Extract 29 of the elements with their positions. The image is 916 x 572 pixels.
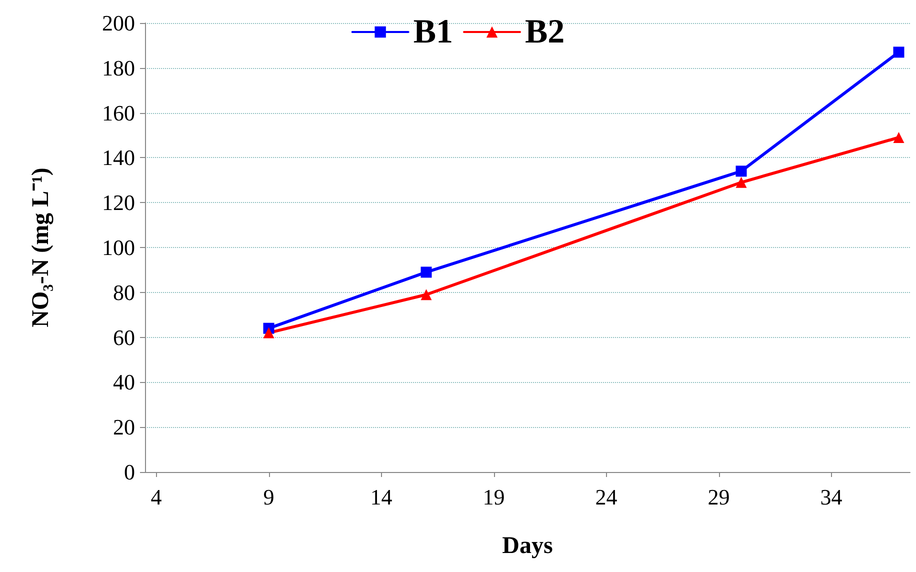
x-tick-label: 4 — [150, 484, 162, 510]
x-tick-label: 24 — [595, 484, 618, 510]
point — [736, 176, 747, 188]
y-tick-label: 100 — [102, 235, 135, 260]
y-tick-label: 20 — [113, 414, 135, 440]
x-tick-label: 9 — [263, 484, 274, 510]
x-tick-label: 29 — [708, 484, 730, 510]
y-axis-title: NO₃-N (mg L⁻¹) — [28, 168, 54, 328]
legend-label: B1 — [413, 14, 454, 50]
point — [420, 289, 432, 300]
y-tick-label: 160 — [102, 100, 135, 126]
x-tick-label: 34 — [820, 484, 842, 510]
y-tick-label: 80 — [113, 280, 135, 305]
y-tick-label: 140 — [102, 145, 135, 170]
x-axis-title: Days — [502, 533, 553, 559]
y-tick-label: 40 — [113, 370, 135, 395]
y-tick-label: 120 — [102, 190, 135, 216]
point — [263, 327, 274, 338]
legend-label: B2 — [525, 14, 565, 50]
x-tick-label: 19 — [482, 484, 505, 510]
point — [893, 46, 904, 58]
point — [420, 266, 432, 278]
point — [736, 166, 747, 177]
y-tick-label: 0 — [124, 460, 135, 484]
x-tick-label: 14 — [370, 484, 392, 510]
y-tick-label: 200 — [102, 10, 135, 36]
y-tick-label: 180 — [102, 55, 135, 80]
point — [893, 132, 904, 143]
y-tick-label: 60 — [113, 324, 135, 350]
